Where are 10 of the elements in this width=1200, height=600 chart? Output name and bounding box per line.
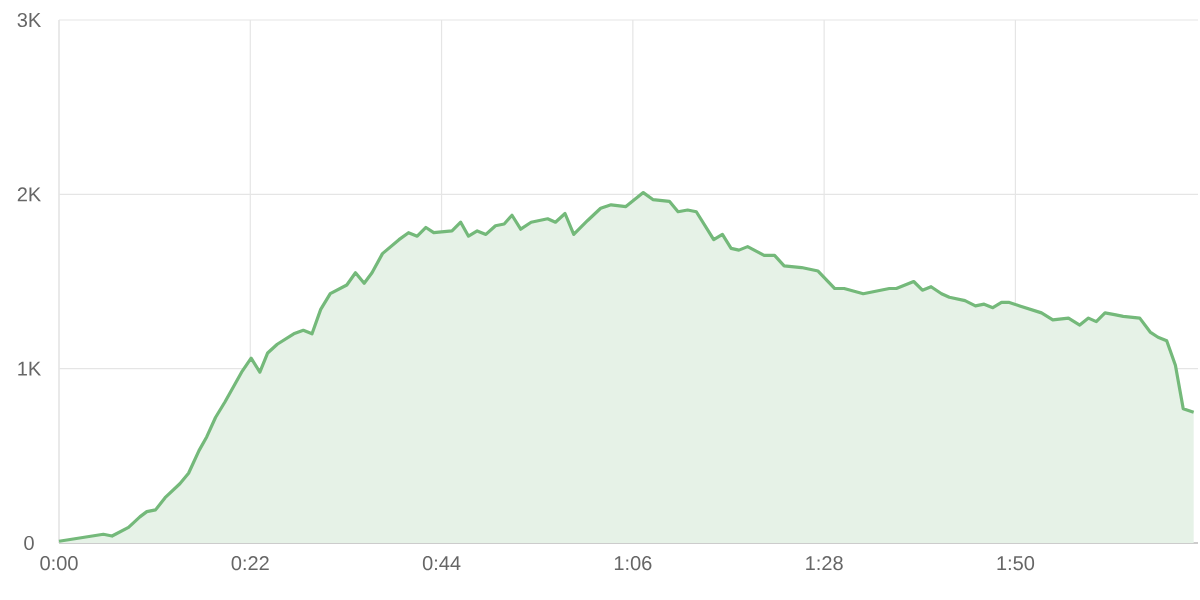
x-tick-label: 0:00 xyxy=(40,556,78,571)
x-tick-label: 0:44 xyxy=(422,556,461,571)
x-tick-label: 1:28 xyxy=(806,556,843,571)
y-tick-label: 3K xyxy=(17,12,41,28)
y-tick-label: 1K xyxy=(18,361,41,376)
x-tick-label: 1:06 xyxy=(614,556,652,571)
y-tick-label: 2K xyxy=(17,187,41,202)
x-tick-label: 1:50 xyxy=(997,556,1035,571)
y-tick-label: 0 xyxy=(24,535,34,551)
x-tick-label: 0:22 xyxy=(231,556,269,571)
